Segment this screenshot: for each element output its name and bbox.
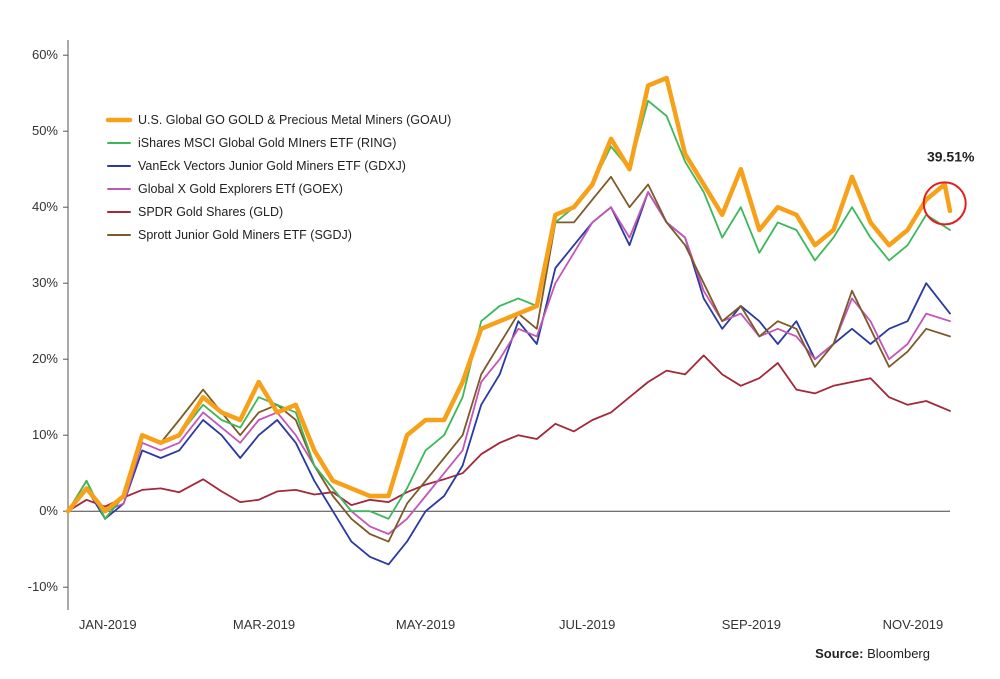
legend-item: VanEck Vectors Junior Gold Miners ETF (G… bbox=[107, 159, 406, 173]
annotation-label: 39.51% bbox=[927, 148, 975, 164]
x-tick-label: MAR-2019 bbox=[233, 617, 295, 632]
highlight-circle bbox=[922, 181, 967, 226]
legend-label: U.S. Global GO GOLD & Precious Metal Min… bbox=[138, 113, 451, 127]
series-line bbox=[67, 191, 951, 535]
y-tick-label: 10% bbox=[32, 427, 58, 442]
x-tick-label: JAN-2019 bbox=[79, 617, 137, 632]
legend-label: Sprott Junior Gold Miners ETF (SGDJ) bbox=[138, 228, 352, 242]
legend-item: Global X Gold Explorers ETf (GOEX) bbox=[107, 182, 343, 196]
y-tick-label: 50% bbox=[32, 123, 58, 138]
legend-item: Sprott Junior Gold Miners ETF (SGDJ) bbox=[107, 228, 352, 242]
x-axis: JAN-2019 MAR-2019 MAY-2019 JUL-2019 SEP-2019… bbox=[79, 617, 943, 632]
legend-label: SPDR Gold Shares (GLD) bbox=[138, 205, 283, 219]
y-tick-label: 40% bbox=[32, 199, 58, 214]
series-layer bbox=[65, 75, 953, 566]
x-tick-label: SEP-2019 bbox=[722, 617, 781, 632]
legend-label: iShares MSCI Global Gold MIners ETF (RIN… bbox=[138, 136, 396, 150]
legend-item: SPDR Gold Shares (GLD) bbox=[107, 205, 283, 219]
y-axis: 60% 50% 40% 30% 20% 10% 0% -10% bbox=[28, 40, 950, 610]
x-tick-label: MAY-2019 bbox=[396, 617, 455, 632]
legend-label: VanEck Vectors Junior Gold Miners ETF (G… bbox=[138, 159, 406, 173]
series-line bbox=[67, 354, 951, 513]
series-line bbox=[67, 99, 951, 520]
x-tick-label: JUL-2019 bbox=[559, 617, 615, 632]
legend: U.S. Global GO GOLD & Precious Metal Min… bbox=[105, 113, 451, 242]
x-tick-label: NOV-2019 bbox=[883, 617, 944, 632]
y-tick-label: 0% bbox=[39, 503, 58, 518]
y-tick-label: 30% bbox=[32, 275, 58, 290]
legend-label: Global X Gold Explorers ETf (GOEX) bbox=[138, 182, 343, 196]
legend-item: U.S. Global GO GOLD & Precious Metal Min… bbox=[105, 113, 451, 127]
series-line bbox=[67, 191, 951, 566]
source-note: Source: Bloomberg bbox=[815, 646, 930, 661]
y-tick-label: 20% bbox=[32, 351, 58, 366]
source-label: Source: bbox=[815, 646, 864, 661]
y-tick-label: -10% bbox=[28, 579, 59, 594]
series-line bbox=[65, 75, 953, 514]
y-tick-label: 60% bbox=[32, 47, 58, 62]
source-value: Bloomberg bbox=[867, 646, 930, 661]
legend-item: iShares MSCI Global Gold MIners ETF (RIN… bbox=[107, 136, 396, 150]
annotation: 39.51% bbox=[922, 148, 975, 226]
